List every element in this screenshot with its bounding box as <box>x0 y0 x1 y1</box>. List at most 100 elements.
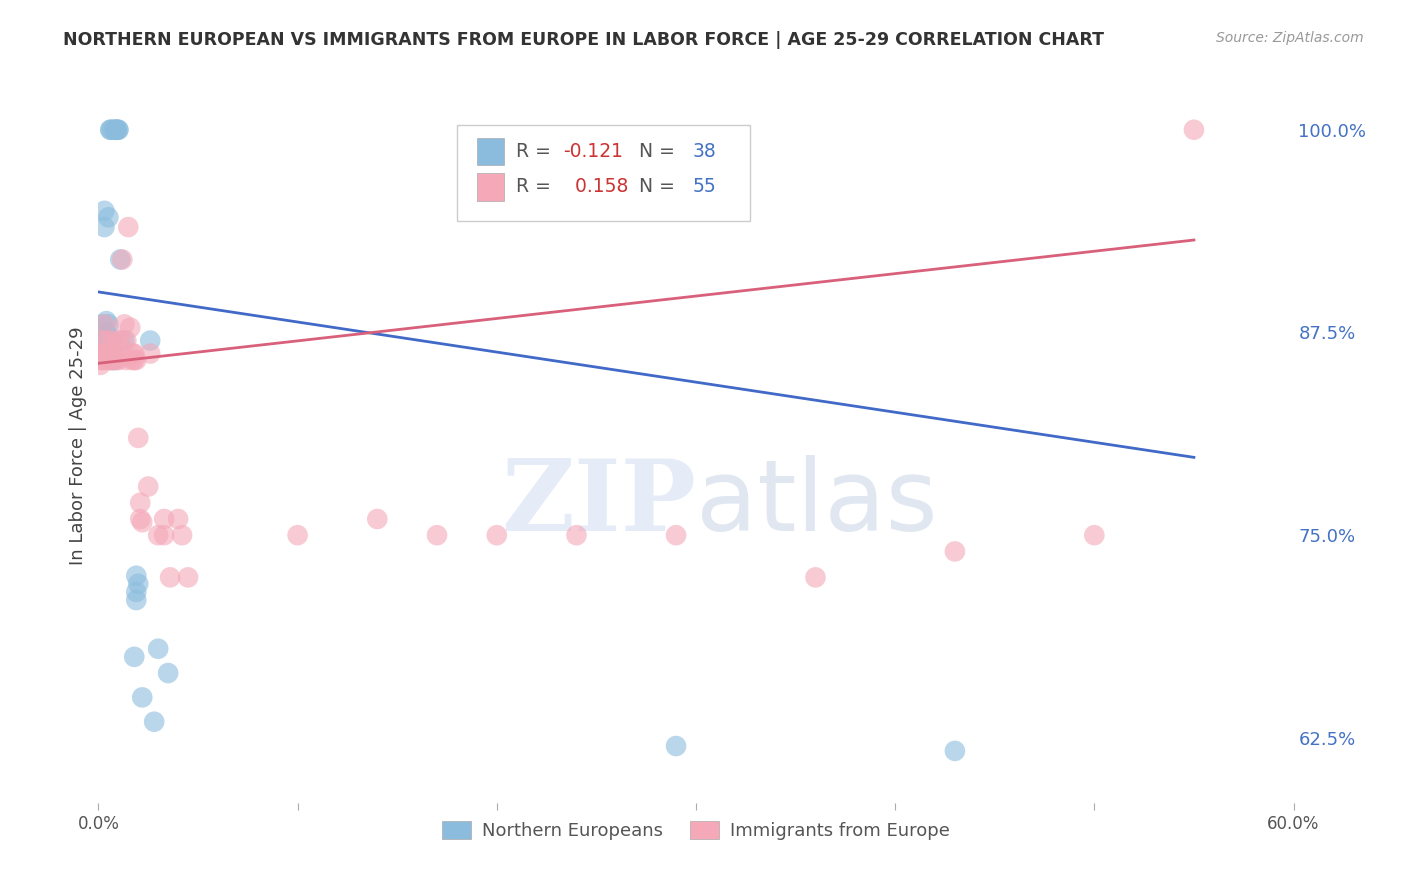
Text: R =: R = <box>516 142 557 161</box>
Point <box>127 431 149 445</box>
Text: -0.121: -0.121 <box>564 142 623 161</box>
Point <box>136 479 159 493</box>
Point <box>121 346 143 360</box>
Point <box>172 528 194 542</box>
Text: 0.158: 0.158 <box>564 178 628 196</box>
Point <box>1083 528 1105 542</box>
Point <box>89 358 111 372</box>
Point <box>103 346 125 360</box>
Text: ZIP: ZIP <box>501 455 696 551</box>
Point <box>93 220 115 235</box>
Point <box>159 570 181 584</box>
Point <box>96 346 118 360</box>
Point <box>127 577 149 591</box>
Point <box>287 528 309 542</box>
Point <box>110 334 132 348</box>
Point <box>148 641 170 656</box>
Point <box>121 353 143 368</box>
Point <box>89 334 111 348</box>
Text: N =: N = <box>620 178 681 196</box>
Point <box>97 318 120 332</box>
Point <box>124 346 146 360</box>
Point <box>131 515 153 529</box>
Point <box>105 122 128 136</box>
Point <box>89 353 111 368</box>
Point <box>103 122 125 136</box>
Point <box>131 690 153 705</box>
Point <box>125 353 148 368</box>
Point <box>97 346 120 360</box>
Point <box>167 512 190 526</box>
Legend: Northern Europeans, Immigrants from Europe: Northern Europeans, Immigrants from Euro… <box>434 814 957 847</box>
Point <box>125 568 148 582</box>
Point <box>97 211 120 225</box>
Point <box>139 334 162 348</box>
Point <box>101 334 124 348</box>
Point <box>93 334 115 348</box>
Bar <box>477 173 503 201</box>
Point <box>804 570 827 584</box>
Bar <box>477 137 503 165</box>
Point <box>125 593 148 607</box>
Point <box>98 122 122 136</box>
Point <box>157 666 180 681</box>
Point <box>112 318 135 332</box>
Point <box>177 570 200 584</box>
Point <box>101 353 124 368</box>
Point <box>91 334 114 348</box>
Point <box>107 122 129 136</box>
Point <box>120 320 142 334</box>
Point <box>93 353 115 368</box>
Point <box>96 334 118 348</box>
Point <box>105 122 128 136</box>
Point <box>148 528 170 542</box>
Point <box>105 353 128 368</box>
Point <box>125 585 148 599</box>
Point <box>943 544 966 558</box>
Point <box>101 122 124 136</box>
Point <box>117 220 139 235</box>
Point <box>107 353 129 368</box>
Point <box>943 744 966 758</box>
Point <box>115 353 138 368</box>
Point <box>139 346 162 360</box>
Point <box>98 346 122 360</box>
Point <box>115 334 138 348</box>
Point <box>110 252 132 267</box>
Point <box>98 353 122 368</box>
Text: R =: R = <box>516 178 557 196</box>
Point <box>665 528 688 542</box>
Point <box>366 512 388 526</box>
Point <box>107 334 129 348</box>
Point <box>101 346 124 360</box>
Point <box>91 346 114 360</box>
Point <box>129 512 152 526</box>
Point <box>426 528 449 542</box>
Point <box>93 318 115 332</box>
Text: atlas: atlas <box>696 455 938 551</box>
Point <box>129 496 152 510</box>
Point <box>107 122 129 136</box>
Point <box>98 350 122 364</box>
FancyBboxPatch shape <box>457 125 749 221</box>
Point <box>97 330 120 344</box>
Point <box>101 353 124 368</box>
Point <box>98 122 122 136</box>
Point <box>1182 122 1205 136</box>
Point <box>565 528 588 542</box>
Point <box>665 739 688 753</box>
Point <box>96 326 118 340</box>
Point <box>124 353 146 368</box>
Text: 38: 38 <box>692 142 716 161</box>
Point <box>96 314 118 328</box>
Point <box>153 528 176 542</box>
Point <box>112 334 135 348</box>
Y-axis label: In Labor Force | Age 25-29: In Labor Force | Age 25-29 <box>69 326 87 566</box>
Text: N =: N = <box>620 142 681 161</box>
Point <box>103 353 125 368</box>
Point <box>93 203 115 218</box>
Point <box>485 528 508 542</box>
Point <box>93 346 115 360</box>
Point <box>91 318 114 332</box>
Point <box>91 346 114 360</box>
